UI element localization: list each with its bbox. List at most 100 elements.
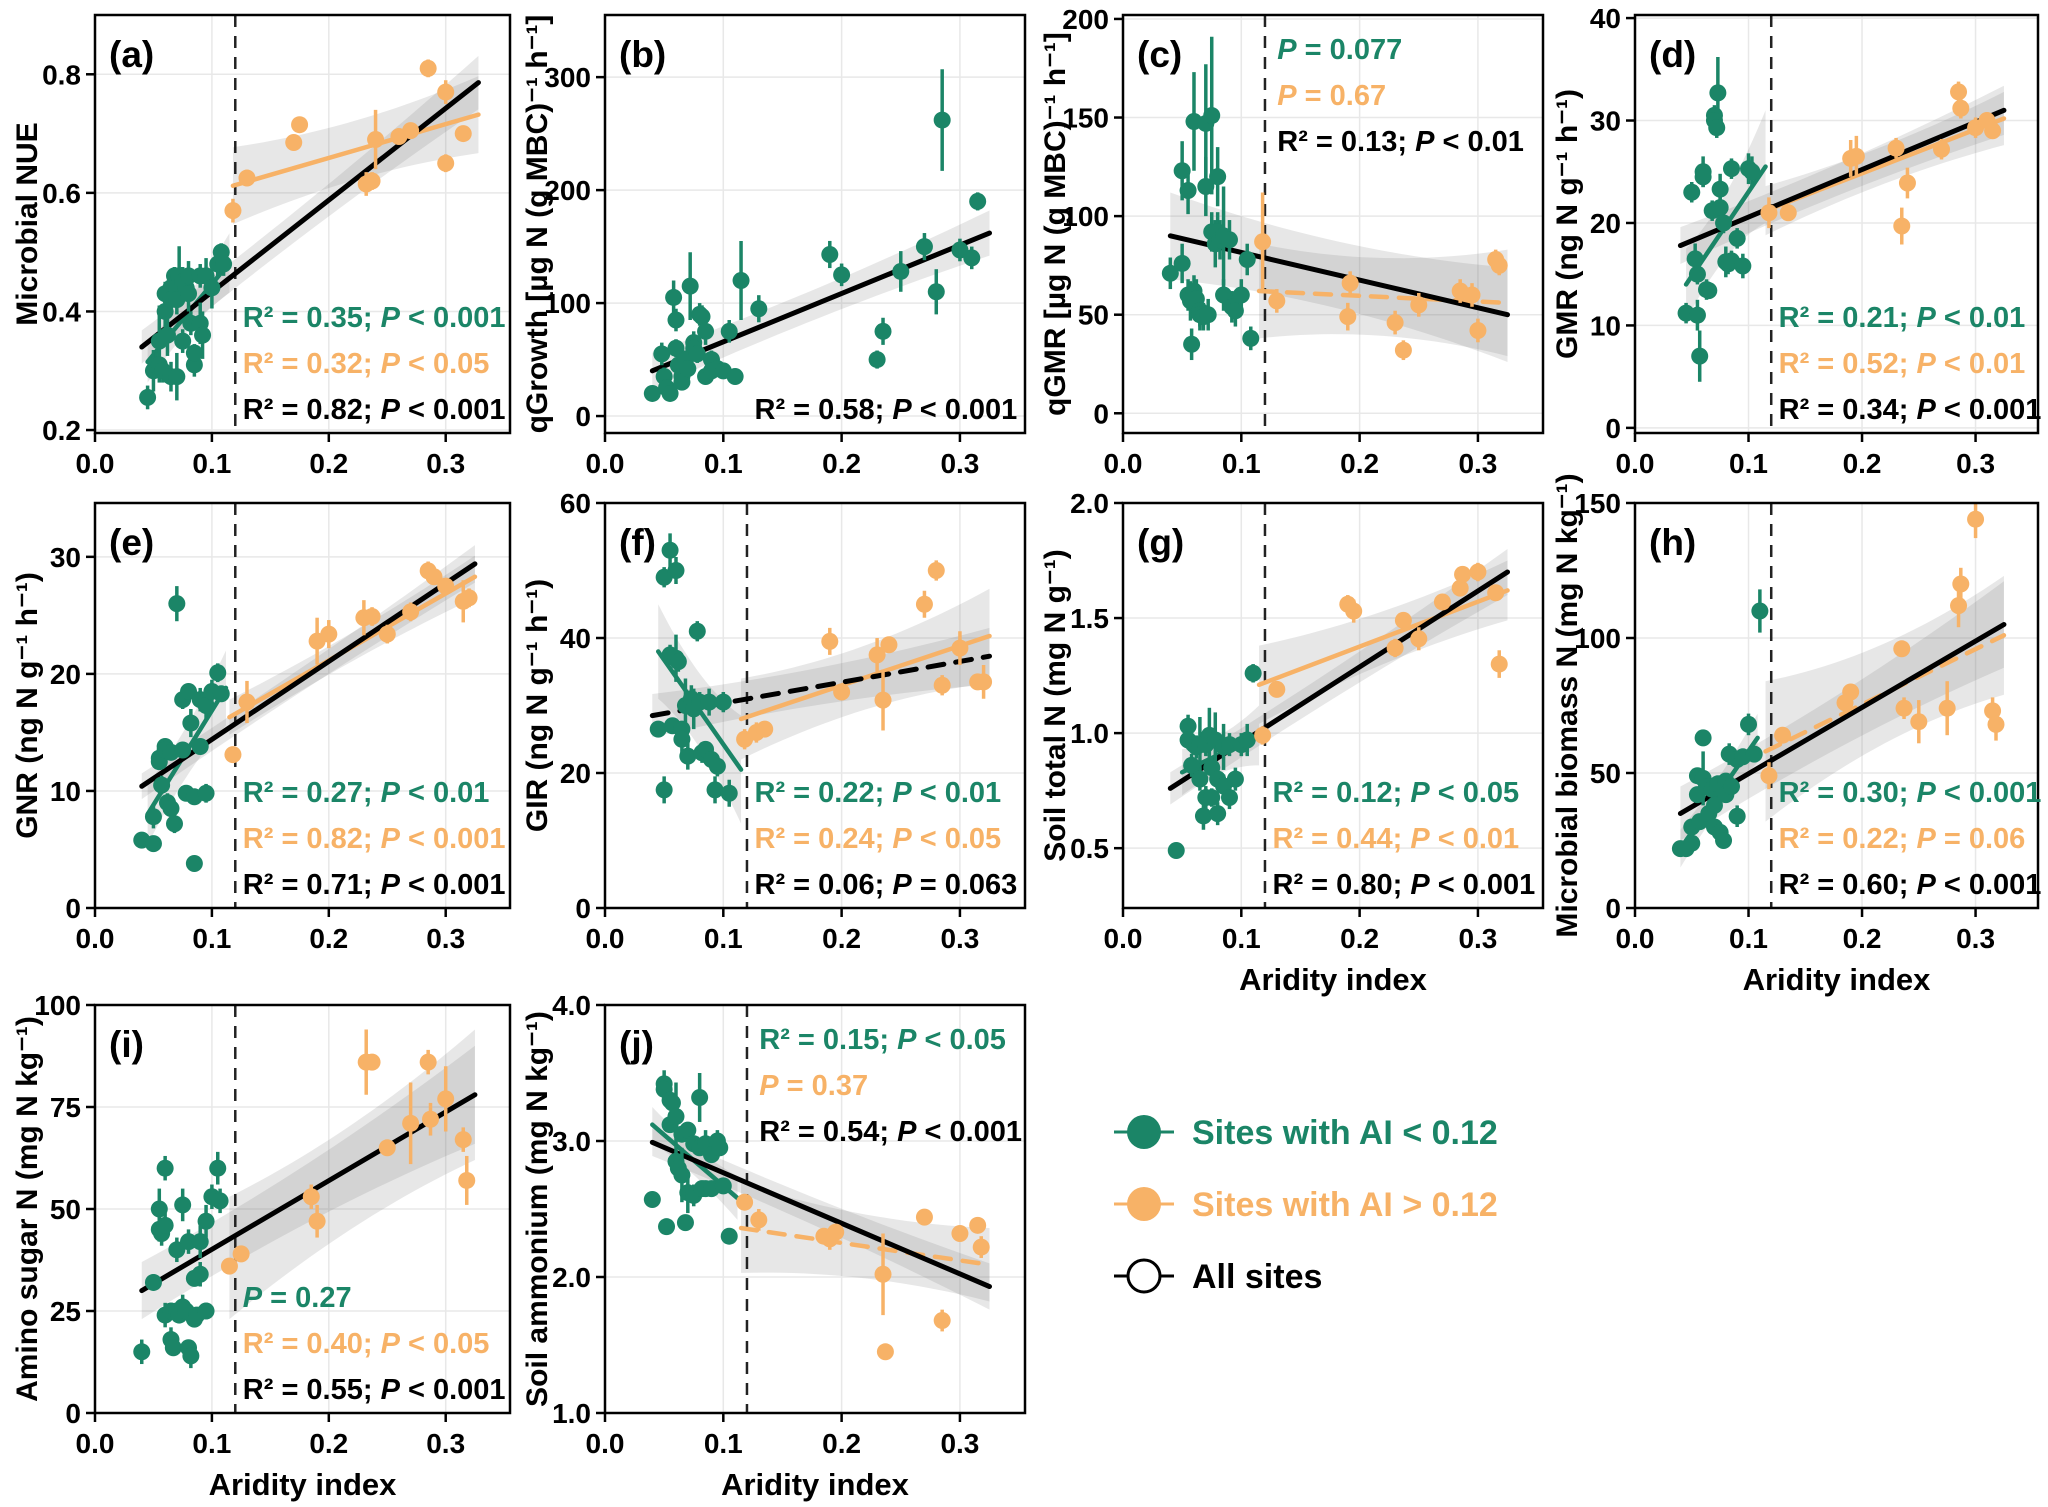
svg-text:0.1: 0.1 — [1222, 448, 1261, 479]
orange-series-points — [224, 561, 478, 764]
y-axis-ticks: 0 10 20 30 — [50, 542, 95, 924]
orange-series-points — [1254, 192, 1508, 361]
green-series-points — [139, 243, 233, 410]
regression-line-orange — [1763, 633, 2007, 754]
x-axis-ticks: 0.0 0.1 0.2 0.3 — [586, 908, 979, 954]
regression-line-black — [649, 1139, 993, 1290]
panel-letter: (h) — [1649, 522, 1696, 563]
svg-text:R² = 0.06; P = 0.063: R² = 0.06; P = 0.063 — [755, 869, 1018, 901]
panel-letter: (e) — [109, 522, 154, 563]
svg-text:0.0: 0.0 — [586, 1428, 625, 1459]
x-axis-ticks: 0.0 0.1 0.2 0.3 — [1104, 433, 1497, 479]
svg-text:2.0: 2.0 — [552, 1262, 591, 1293]
x-axis-ticks: 0.0 0.1 0.2 0.3 — [586, 433, 979, 479]
orange-series-points — [1760, 81, 2002, 245]
svg-text:0.0: 0.0 — [586, 448, 625, 479]
svg-text:R² = 0.24; P < 0.05: R² = 0.24; P < 0.05 — [755, 823, 1002, 855]
svg-text:R² = 0.27; P < 0.01: R² = 0.27; P < 0.01 — [243, 777, 490, 809]
svg-text:R² = 0.40; P < 0.05: R² = 0.40; P < 0.05 — [243, 1328, 490, 1360]
svg-text:0.1: 0.1 — [704, 923, 743, 954]
orange-series-points — [736, 1193, 990, 1361]
svg-text:R² = 0.22; P < 0.01: R² = 0.22; P < 0.01 — [755, 777, 1002, 809]
svg-text:300: 300 — [544, 62, 591, 93]
panel-letter: (f) — [619, 522, 656, 563]
svg-text:150: 150 — [1574, 488, 1621, 519]
x-axis-label: Aridity index — [721, 1467, 910, 1502]
svg-text:0.2: 0.2 — [1843, 448, 1882, 479]
svg-text:0: 0 — [575, 893, 591, 924]
plot-background — [1635, 503, 2038, 908]
svg-text:0.3: 0.3 — [426, 1428, 465, 1459]
panel-border — [603, 1003, 1027, 1415]
svg-text:0.2: 0.2 — [1843, 923, 1882, 954]
svg-text:100: 100 — [34, 990, 81, 1021]
legend-label: All sites — [1192, 1258, 1322, 1296]
open-circle-icon — [1126, 1258, 1162, 1294]
svg-text:R² = 0.55; P < 0.001: R² = 0.55; P < 0.001 — [243, 1374, 506, 1406]
svg-text:0.1: 0.1 — [704, 1428, 743, 1459]
svg-text:0.3: 0.3 — [1458, 923, 1497, 954]
y-axis-ticks: 0 10 20 30 40 — [1590, 3, 1635, 444]
y-axis-ticks: 0 100 200 300 — [544, 62, 605, 432]
panel-letter: (j) — [619, 1024, 654, 1065]
stats-annotations: P = 0.077 P = 0.67 R² = 0.13; P < 0.01 — [1277, 34, 1524, 158]
svg-text:20: 20 — [1590, 208, 1621, 239]
confidence-band-orange — [741, 588, 990, 760]
y-axis-label: qGMR [µg N (g MBC)⁻¹ h⁻¹] — [1039, 32, 1072, 416]
svg-text:50: 50 — [50, 1194, 81, 1225]
plot-background — [605, 1005, 1025, 1413]
svg-text:0.3: 0.3 — [426, 448, 465, 479]
x-axis-ticks: 0.0 0.1 0.2 0.3 — [1616, 908, 1995, 954]
svg-text:100: 100 — [1062, 201, 1109, 232]
x-axis-label: Aridity index — [1239, 962, 1428, 997]
svg-text:150: 150 — [1062, 103, 1109, 134]
svg-text:0.0: 0.0 — [586, 923, 625, 954]
panel-border — [603, 13, 1027, 435]
orange-series-points — [224, 59, 472, 223]
green-series-points — [643, 69, 987, 402]
svg-text:0.2: 0.2 — [42, 415, 81, 446]
x-axis-ticks: 0.0 0.1 0.2 0.3 — [76, 1413, 465, 1459]
x-axis-ticks: 0.0 0.1 0.2 0.3 — [1104, 908, 1497, 954]
svg-text:P = 0.67: P = 0.67 — [1277, 80, 1386, 112]
svg-text:200: 200 — [1062, 4, 1109, 35]
svg-text:1.5: 1.5 — [1070, 603, 1109, 634]
svg-text:3.0: 3.0 — [552, 1126, 591, 1157]
filled-circle-icon — [1127, 1115, 1161, 1149]
svg-text:0: 0 — [1093, 398, 1109, 429]
y-axis-ticks: 0 20 40 60 — [560, 488, 605, 924]
svg-text:0.1: 0.1 — [192, 1428, 231, 1459]
svg-text:P = 0.077: P = 0.077 — [1277, 34, 1402, 66]
svg-text:0.2: 0.2 — [309, 1428, 348, 1459]
svg-text:0.4: 0.4 — [42, 296, 81, 327]
panel-f: 0.0 0.1 0.2 0.3 0 20 40 60 GIR (ng N g⁻¹ h⁻¹) (f)… — [521, 488, 1027, 954]
svg-text:0.0: 0.0 — [1104, 448, 1143, 479]
green-series-points — [133, 586, 230, 873]
regression-line-black — [649, 230, 993, 374]
svg-text:P = 0.27: P = 0.27 — [243, 1282, 352, 1314]
panel-letter: (c) — [1137, 34, 1182, 75]
svg-text:40: 40 — [1590, 3, 1621, 34]
stats-annotations: R² = 0.30; P < 0.001 R² = 0.22; P = 0.06 R… — [1779, 777, 2042, 901]
stats-annotations: R² = 0.21; P < 0.01 R² = 0.52; P < 0.01 R²… — [1779, 302, 2042, 426]
svg-text:0.5: 0.5 — [1070, 833, 1109, 864]
svg-text:1.0: 1.0 — [1070, 718, 1109, 749]
svg-text:100: 100 — [1574, 623, 1621, 654]
orange-series-points — [736, 560, 993, 750]
svg-text:R² = 0.80; P < 0.001: R² = 0.80; P < 0.001 — [1273, 869, 1536, 901]
stats-annotations: R² = 0.12; P < 0.05 R² = 0.44; P < 0.01 R²… — [1273, 777, 1536, 901]
regression-line-black — [1167, 233, 1511, 318]
panel-border — [1121, 13, 1545, 435]
confidence-band-black — [652, 627, 990, 738]
svg-text:50: 50 — [1590, 758, 1621, 789]
y-axis-label: GMR (ng N g⁻¹ h⁻¹) — [1551, 89, 1584, 359]
legend-label: Sites with AI < 0.12 — [1192, 1114, 1498, 1152]
gridlines — [1123, 503, 1543, 908]
svg-text:0.3: 0.3 — [940, 448, 979, 479]
svg-text:0.1: 0.1 — [192, 448, 231, 479]
panel-letter: (a) — [109, 34, 154, 75]
